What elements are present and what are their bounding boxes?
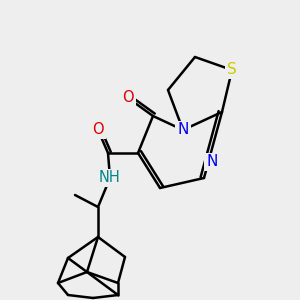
- Text: O: O: [92, 122, 104, 137]
- Text: O: O: [122, 91, 134, 106]
- Text: S: S: [227, 62, 237, 77]
- Text: N: N: [177, 122, 189, 137]
- Text: NH: NH: [99, 170, 121, 185]
- Text: N: N: [206, 154, 218, 169]
